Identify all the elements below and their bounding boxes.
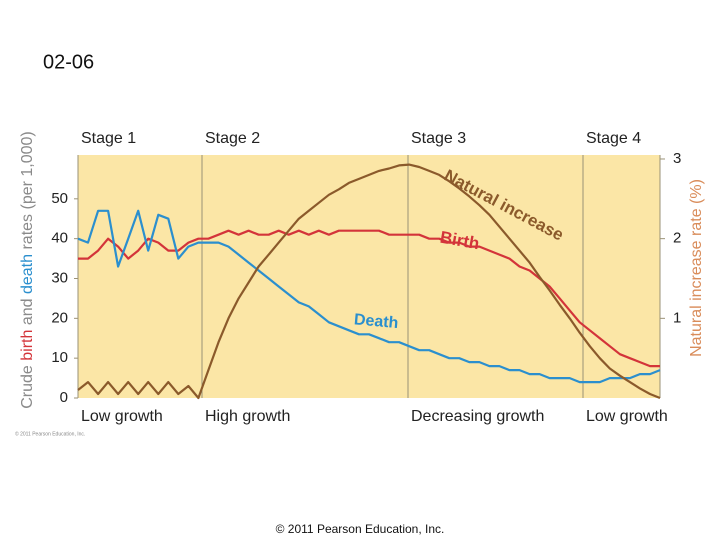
stage-label: Stage 2 bbox=[205, 130, 260, 147]
series-label: Death bbox=[353, 311, 399, 332]
stage-growth-label: Low growth bbox=[81, 408, 163, 425]
stage-growth-label: Decreasing growth bbox=[411, 408, 544, 425]
y-tick-label: 0 bbox=[60, 389, 68, 406]
footer: © 2011 Pearson Education, Inc. bbox=[276, 522, 445, 536]
y-axis-label: Crude birth and death rates (per 1,000) bbox=[19, 131, 36, 409]
series-line bbox=[77, 209, 661, 384]
credit: © 2011 Pearson Education, Inc. bbox=[15, 430, 85, 437]
y-tick-label: 10 bbox=[51, 349, 68, 366]
y-label-part: rates (per 1,000) bbox=[19, 131, 36, 254]
stage-label: Stage 1 bbox=[81, 130, 136, 147]
y-label-part: Crude bbox=[19, 361, 36, 409]
y2-tick-label: 1 bbox=[673, 309, 681, 326]
y-label-part: death bbox=[19, 254, 36, 294]
stage-label: Stage 4 bbox=[586, 130, 641, 147]
stage-label: Stage 3 bbox=[411, 130, 466, 147]
y2-axis-label: Natural increase rate (%) bbox=[688, 179, 705, 357]
series-line bbox=[78, 229, 660, 368]
y2-tick-label: 2 bbox=[673, 230, 681, 247]
y-tick-label: 20 bbox=[51, 309, 68, 326]
slide-title: 02-06 bbox=[43, 51, 94, 73]
y-tick-label: 50 bbox=[51, 190, 68, 207]
stage-growth-label: High growth bbox=[205, 408, 290, 425]
stage-growth-label: Low growth bbox=[586, 408, 668, 425]
y-tick-label: 40 bbox=[51, 230, 68, 247]
series-line bbox=[77, 163, 661, 400]
y-label-part: birth bbox=[19, 330, 36, 361]
plot-background bbox=[78, 155, 660, 398]
y-tick-label: 30 bbox=[51, 269, 68, 286]
y2-tick-label: 3 bbox=[673, 150, 681, 167]
y-label-part: and bbox=[19, 294, 36, 330]
